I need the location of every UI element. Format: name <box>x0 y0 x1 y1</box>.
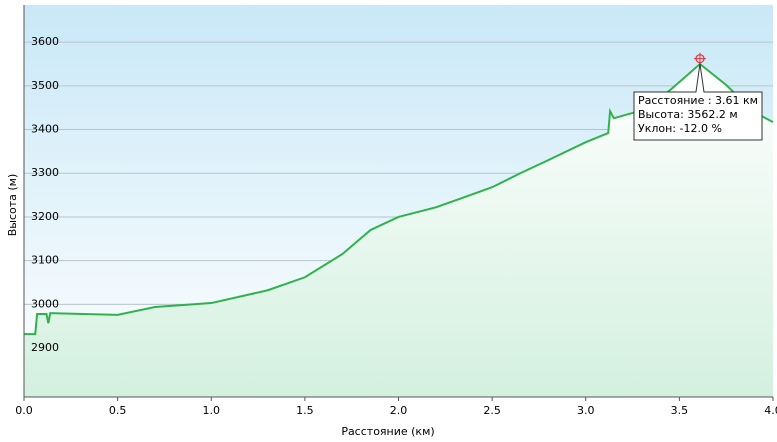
y-tick-label: 3600 <box>31 35 59 48</box>
x-tick-label: 2.0 <box>390 404 408 417</box>
x-tick-label: 2.5 <box>483 404 501 417</box>
x-tick-label: 3.5 <box>671 404 689 417</box>
x-tick-label: 3.0 <box>577 404 595 417</box>
y-axis-title: Высота (м) <box>6 174 19 237</box>
tooltip-line: Уклон: -12.0 % <box>638 122 722 135</box>
y-tick-label: 3500 <box>31 79 59 92</box>
y-tick-label: 2900 <box>31 341 59 354</box>
x-tick-label: 0.0 <box>15 404 33 417</box>
x-tick-label: 1.5 <box>296 404 314 417</box>
x-axis-title: Расстояние (км) <box>341 425 434 438</box>
y-tick-label: 3000 <box>31 297 59 310</box>
tooltip-box <box>633 63 763 141</box>
tooltip-line: Высота: 3562.2 м <box>638 108 738 121</box>
y-tick-label: 3400 <box>31 123 59 136</box>
y-tick-label: 3300 <box>31 166 59 179</box>
y-tick-label: 3200 <box>31 210 59 223</box>
x-tick-label: 1.0 <box>203 404 221 417</box>
area <box>24 63 773 398</box>
tooltip-line: Расстояние : 3.61 км <box>638 94 758 107</box>
x-tick-label: 0.5 <box>109 404 127 417</box>
x-tick-label: 4.0 <box>764 404 777 417</box>
y-tick-label: 3100 <box>31 254 59 267</box>
